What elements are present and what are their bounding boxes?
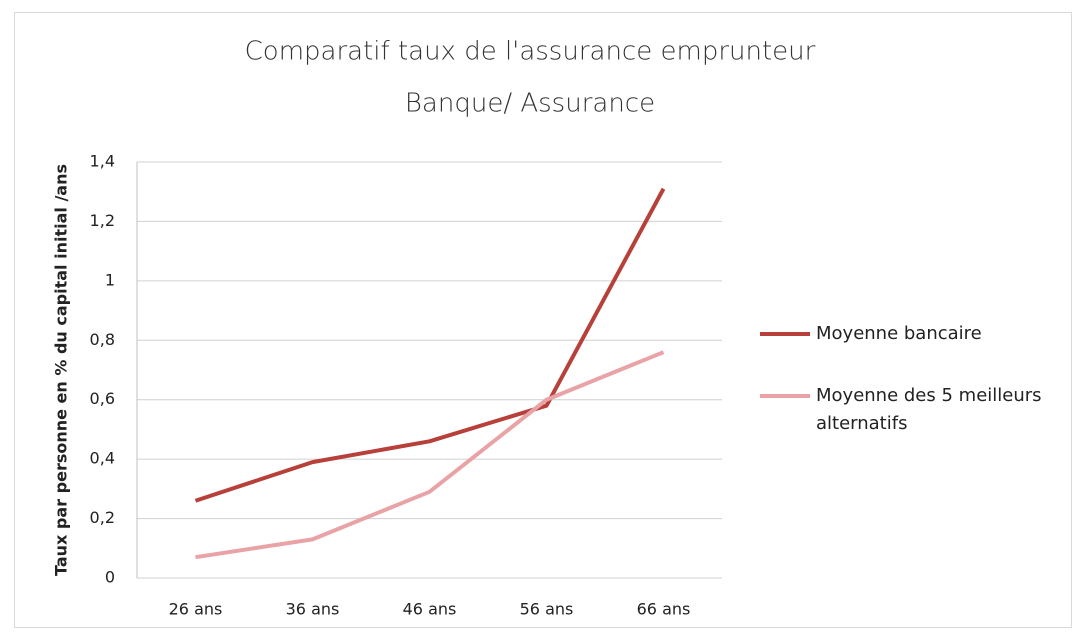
y-tick-label: 1,2 <box>90 211 115 230</box>
x-tick-label: 26 ans <box>169 600 223 619</box>
chart-subtitle: Banque/ Assurance <box>405 89 655 119</box>
y-axis-label: Taux par personne en % du capital initia… <box>52 164 71 576</box>
x-tick-label: 56 ans <box>520 600 574 619</box>
y-tick-label: 0,2 <box>90 508 115 527</box>
y-tick-label: 1 <box>105 270 115 289</box>
series-line <box>194 187 666 503</box>
x-tick-label: 46 ans <box>403 600 457 619</box>
y-tick-label: 0,8 <box>90 330 115 349</box>
chart-frame <box>14 12 1072 628</box>
y-tick-label: 0,4 <box>90 449 115 468</box>
y-tick-label: 0,6 <box>90 389 115 408</box>
x-tick-label: 36 ans <box>286 600 340 619</box>
legend-label: Moyenne des 5 meilleurs alternatifs <box>816 385 1042 434</box>
series-line <box>195 350 665 560</box>
x-tick-label: 66 ans <box>637 600 691 619</box>
chart-title: Comparatif taux de l'assurance emprunteu… <box>245 37 816 67</box>
y-tick-label: 0 <box>105 568 115 587</box>
legend-label: Moyenne bancaire <box>816 323 982 344</box>
y-tick-label: 1,4 <box>90 152 115 171</box>
